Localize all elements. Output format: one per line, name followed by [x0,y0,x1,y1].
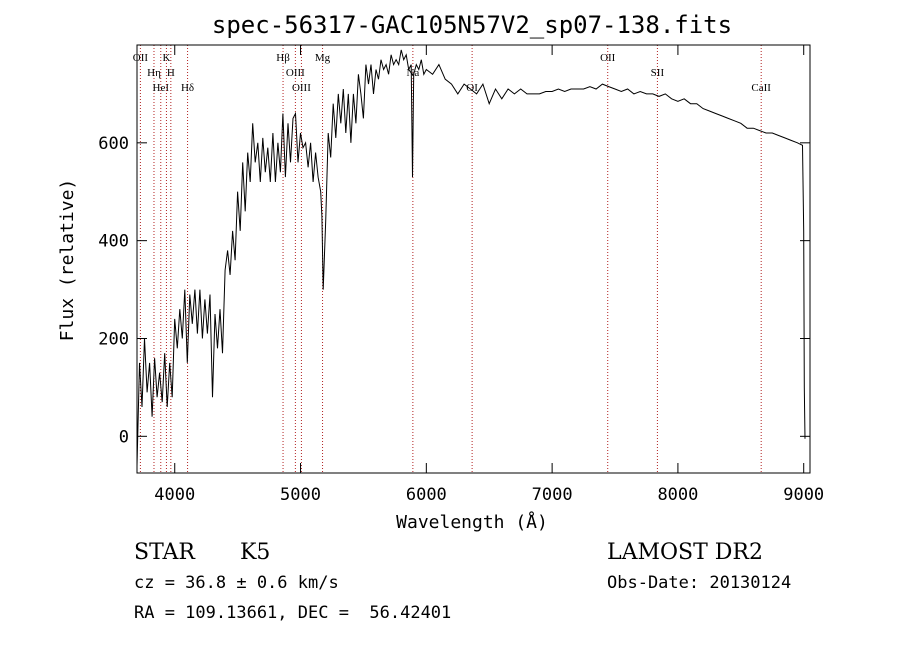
chart-title: spec-56317-GAC105N57V2_sp07-138.fits [212,11,732,39]
y-axis-label: Flux (relative) [57,179,78,342]
x-tick-label: 7000 [532,485,573,505]
x-tick-label: 5000 [280,485,321,505]
y-tick-label: 0 [119,427,129,447]
spectral-line-label: OIII [286,67,305,79]
spectral-lines-layer: OII Hη HeI KH Hδ Hβ OIII OIII Mg Na OI OII SII CaII [133,45,771,473]
ticks-layer: 4000 5000 6000 7000 8000 9000 0 200 400 600 [98,45,824,505]
spectral-line-label: SII [651,67,665,79]
spectral-line-label: H [167,67,175,79]
observation-date: Obs-Date: 20130124 [607,573,792,593]
y-tick-label: 200 [98,329,129,349]
spectral-line-label: Mg [315,52,331,64]
spectral-line-label: Hδ [181,82,194,94]
data-release: LAMOST DR2 [607,540,763,565]
x-tick-label: 6000 [406,485,447,505]
spectral-line-label: OIII [292,82,311,94]
spectrum-series-line [136,49,806,466]
spectral-line-label: Hη [147,67,161,79]
spectral-line-label: CaII [751,82,771,94]
y-tick-label: 400 [98,232,129,252]
spectral-line-label: OII [600,52,616,64]
x-tick-label: 8000 [657,485,698,505]
spectral-line-label: Hβ [276,52,290,64]
object-class: STAR [134,540,195,565]
y-tick-label: 600 [98,134,129,154]
redshift-cz: cz = 36.8 ± 0.6 km/s [134,573,339,593]
spectral-line-label: HeI [153,82,170,94]
spectral-line-label: OII [133,52,149,64]
spectral-line-label: K [162,52,170,64]
x-tick-label: 4000 [154,485,195,505]
spectral-line-label: OI [466,82,478,94]
x-tick-label: 9000 [783,485,824,505]
object-subclass: K5 [240,540,271,565]
spectral-line-label: Na [406,67,419,79]
coordinates: RA = 109.13661, DEC = 56.42401 [134,603,452,623]
x-axis-label: Wavelength (Å) [396,511,548,533]
series-layer [136,49,806,466]
plot-frame [136,44,811,474]
